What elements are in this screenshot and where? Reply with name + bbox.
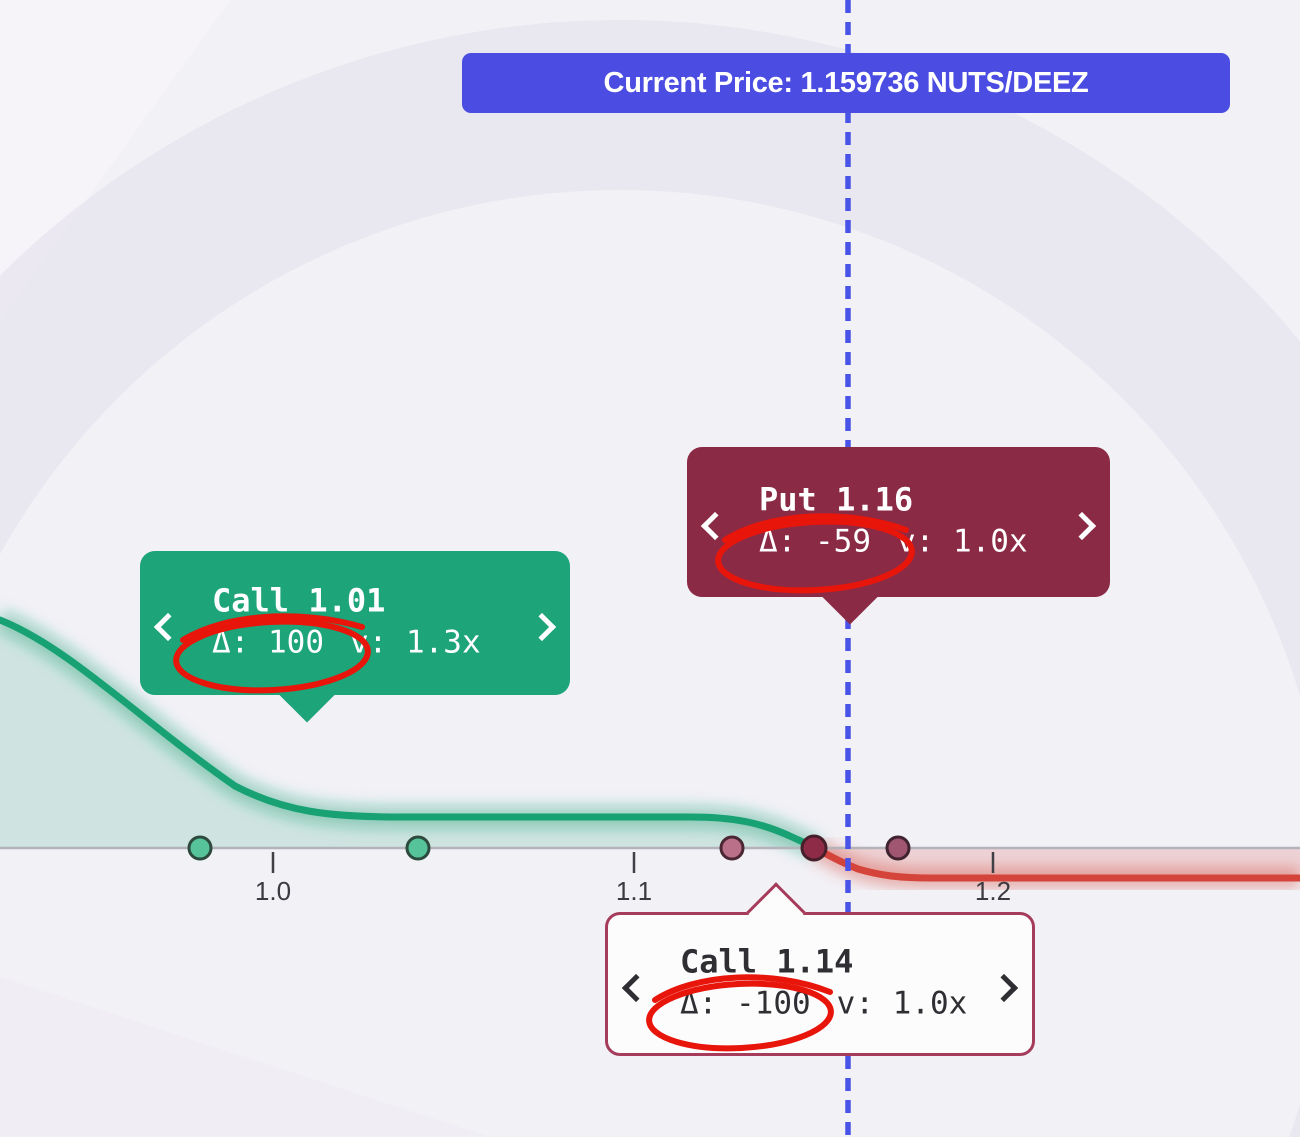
next-strike-chevron[interactable] bbox=[527, 612, 557, 642]
delta-value: Δ: -59 bbox=[759, 523, 871, 560]
vol-multiplier: v: 1.3x bbox=[349, 624, 481, 661]
vol-multiplier: v: 1.0x bbox=[896, 523, 1028, 560]
prev-strike-chevron[interactable] bbox=[621, 973, 651, 1003]
strike-dot-maroon-1.15[interactable] bbox=[800, 834, 828, 862]
delta-value: Δ: -100 bbox=[680, 985, 811, 1022]
x-tick-label-1.2: 1.2 bbox=[974, 876, 1012, 906]
next-strike-chevron[interactable] bbox=[1067, 511, 1097, 541]
vol-multiplier: v: 1.0x bbox=[836, 985, 968, 1022]
next-strike-chevron[interactable] bbox=[989, 973, 1019, 1003]
strike-dot-green-1.04[interactable] bbox=[405, 835, 431, 861]
x-tick-label-1.0: 1.0 bbox=[254, 876, 292, 906]
current-price-text: Current Price: 1.159736 NUTS/DEEZ bbox=[603, 66, 1089, 99]
tooltip-title: Call 1.14 bbox=[680, 942, 854, 981]
x-tick-label-1.1: 1.1 bbox=[615, 876, 653, 906]
current-price-banner: Current Price: 1.159736 NUTS/DEEZ bbox=[462, 53, 1230, 113]
tooltip-title: Call 1.01 bbox=[212, 581, 386, 620]
positive-delta-curve bbox=[0, 616, 821, 853]
prev-strike-chevron[interactable] bbox=[153, 612, 183, 642]
tooltip-call-1.01[interactable]: Call 1.01 Δ: 100 v: 1.3x bbox=[140, 551, 570, 723]
tooltip-title: Put 1.16 bbox=[759, 480, 914, 519]
strike-dot-green-0.98[interactable] bbox=[187, 835, 213, 861]
tooltip-call-1.14[interactable]: Call 1.14 Δ: -100 v: 1.0x bbox=[605, 882, 1035, 1056]
delta-value: Δ: 100 bbox=[212, 624, 324, 661]
positive-delta-area bbox=[0, 620, 817, 848]
prev-strike-chevron[interactable] bbox=[700, 511, 730, 541]
strike-dot-maroon-1.17[interactable] bbox=[885, 835, 911, 861]
tooltip-put-1.16[interactable]: Put 1.16 Δ: -59 v: 1.0x bbox=[687, 447, 1110, 625]
negative-delta-curve bbox=[813, 845, 1300, 882]
strike-dot-maroon-1.13[interactable] bbox=[719, 835, 745, 861]
